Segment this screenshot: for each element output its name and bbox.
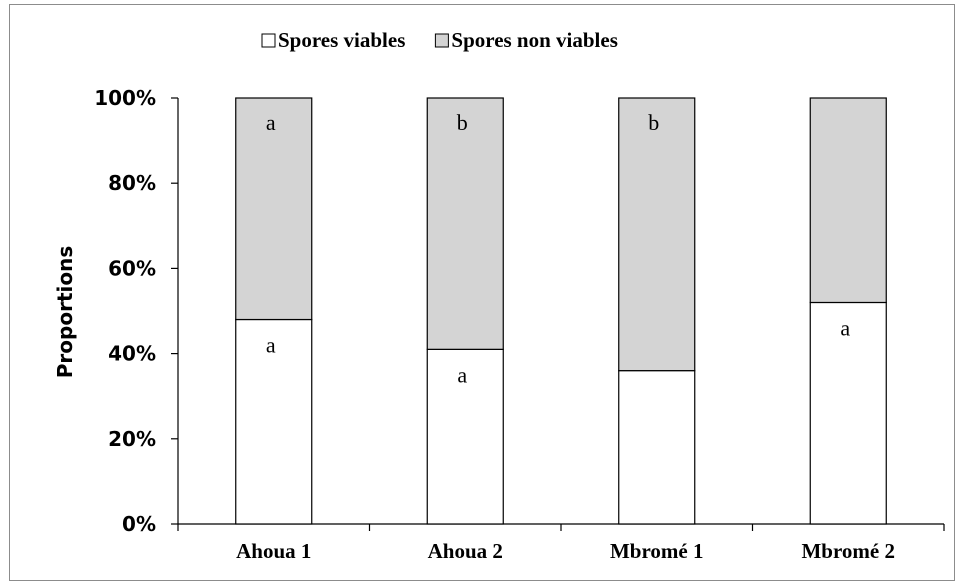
legend-label-non-viable: Spores non viables bbox=[451, 28, 618, 52]
x-category-label: Mbromé 1 bbox=[610, 539, 704, 563]
bar-segment-viable bbox=[809, 301, 887, 525]
legend-swatch-viable bbox=[261, 33, 276, 48]
bars bbox=[235, 97, 887, 525]
x-category-label: Ahoua 2 bbox=[428, 539, 503, 563]
legend-label-viable: Spores viables bbox=[278, 28, 405, 52]
legend-swatch-non-viable bbox=[434, 33, 449, 48]
y-tick-label: 40% bbox=[108, 342, 156, 366]
bar-segment-viable bbox=[618, 370, 696, 525]
significance-letter-non-viable: a bbox=[266, 110, 276, 135]
bar-segment-non-viable bbox=[618, 97, 696, 372]
y-tick-label: 20% bbox=[108, 427, 156, 451]
bar-segment-viable bbox=[235, 318, 313, 525]
x-category-label: Ahoua 1 bbox=[236, 539, 311, 563]
y-tick-label: 100% bbox=[94, 86, 156, 110]
y-tick-label: 60% bbox=[108, 256, 156, 280]
significance-letter-viable: a bbox=[840, 315, 850, 340]
x-category-label: Mbromé 2 bbox=[801, 539, 895, 563]
bar-segment-non-viable bbox=[235, 97, 313, 321]
labels: Ahoua 1 a a Ahoua 2 a b Mbromé 1 b Mbromé 2 a bbox=[236, 110, 895, 563]
significance-letter-viable: a bbox=[457, 362, 467, 387]
bar-segment-viable bbox=[426, 348, 504, 525]
significance-letter-non-viable: b bbox=[457, 110, 468, 135]
y-axis-label: Proportions bbox=[53, 246, 77, 378]
significance-letter-viable: a bbox=[266, 333, 276, 358]
legend: Spores viables Spores non viables bbox=[261, 28, 618, 52]
bar-segment-non-viable bbox=[426, 97, 504, 350]
bar-segment-non-viable bbox=[809, 97, 887, 304]
y-tick-label: 0% bbox=[122, 512, 156, 536]
y-tick-label: 80% bbox=[108, 171, 156, 195]
significance-letter-non-viable: b bbox=[648, 110, 659, 135]
